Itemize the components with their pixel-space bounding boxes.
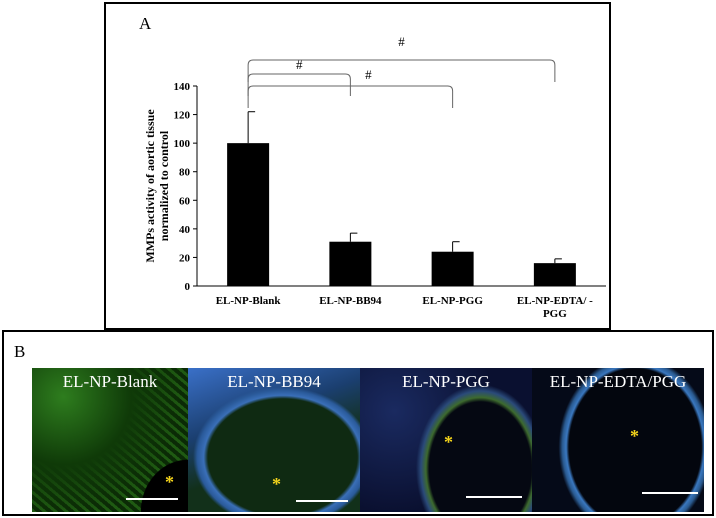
- significance-label: #: [296, 57, 303, 72]
- significance-bracket: [247, 59, 556, 82]
- significance-label: #: [398, 34, 405, 49]
- y-axis-label-line-1: MMPs activity of aortic tissue: [143, 109, 157, 263]
- y-tick-label: 20: [179, 252, 191, 264]
- scale-bar: [126, 498, 178, 500]
- micrograph-label: EL-NP-Blank: [62, 372, 158, 391]
- micrograph-label: EL-NP-EDTA/PGG: [549, 372, 687, 391]
- scale-bar: [642, 492, 698, 494]
- x-tick-label: EL-NP-BB94: [319, 295, 382, 307]
- y-axis-label: MMPs activity of aortic tissue normalize…: [143, 109, 171, 263]
- y-tick-label: 60: [179, 195, 191, 207]
- significance-bracket: [247, 73, 351, 96]
- scale-bar: [296, 500, 348, 502]
- significance-bracket: [247, 85, 454, 108]
- micrograph-el-np-edta-pgg: EL-NP-EDTA/PGG *: [532, 368, 704, 512]
- y-tick-label: 0: [185, 281, 191, 293]
- bar: [533, 263, 576, 286]
- micrograph-el-np-pgg: EL-NP-PGG *: [360, 368, 532, 512]
- y-tick-label: 100: [174, 138, 191, 150]
- y-tick-label: 40: [179, 224, 191, 236]
- panel-a-letter: A: [139, 14, 152, 33]
- x-tick-label: EL-NP-EDTA/ -PGG: [517, 295, 593, 320]
- x-tick-label: EL-NP-PGG: [422, 295, 483, 307]
- y-axis-label-line-2: normalized to control: [157, 130, 171, 241]
- lumen-marker: *: [165, 472, 174, 492]
- micrograph-el-np-bb94: EL-NP-BB94 *: [188, 368, 360, 512]
- lumen-marker: *: [630, 426, 639, 446]
- bar: [329, 241, 372, 286]
- bar: [227, 143, 270, 286]
- y-tick-label: 140: [174, 81, 191, 93]
- panel-b-letter: B: [14, 342, 26, 361]
- lumen-marker: *: [444, 432, 453, 452]
- bar: [431, 251, 474, 286]
- micrograph-label: EL-NP-PGG: [402, 372, 490, 391]
- significance-label: #: [365, 67, 372, 82]
- micrograph-el-np-blank: EL-NP-Blank *: [32, 368, 188, 512]
- micrograph-label: EL-NP-BB94: [227, 372, 321, 391]
- y-tick-label: 80: [179, 167, 191, 179]
- y-tick-label: 120: [174, 110, 191, 122]
- x-tick-label: EL-NP-Blank: [216, 295, 282, 307]
- panel-b: B EL-NP-Blank * EL-NP-BB94 * EL-NP-PGG *…: [2, 330, 714, 516]
- lumen-marker: *: [272, 474, 281, 494]
- scale-bar: [466, 496, 522, 498]
